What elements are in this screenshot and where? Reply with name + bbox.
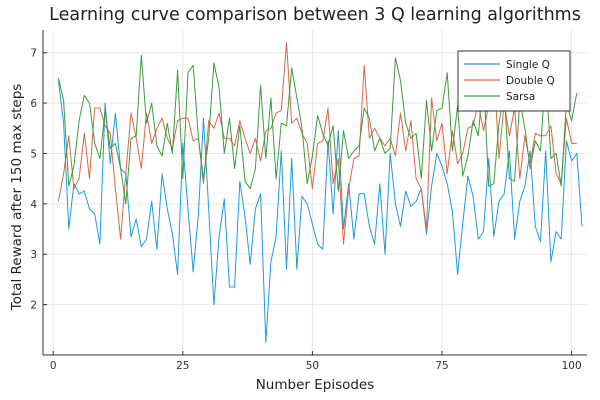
- series-line-single-q: [57, 80, 583, 343]
- legend-label-single-q: Single Q: [506, 59, 550, 71]
- series-line-sarsa: [57, 54, 578, 205]
- y-tick-label: 6: [30, 98, 37, 110]
- y-tick-label: 3: [30, 249, 37, 261]
- y-tick-label: 4: [30, 199, 37, 211]
- legend-box: [457, 50, 571, 112]
- y-tick-label: 7: [30, 48, 37, 60]
- legend: Single Q Double Q Sarsa: [457, 50, 571, 112]
- axes: [42, 30, 587, 356]
- y-tick-label: 2: [30, 300, 37, 312]
- x-tick-label: 25: [176, 360, 189, 372]
- legend-label-double-q: Double Q: [506, 75, 555, 87]
- chart-title: Learning curve comparison between 3 Q le…: [49, 5, 581, 25]
- tick-labels: 0 25 50 75 100 2 3 4 5 6 7: [30, 48, 581, 372]
- y-axis-label: Total Reward after 150 max steps: [9, 84, 25, 312]
- x-axis-label: Number Episodes: [256, 377, 375, 393]
- x-tick-label: 75: [435, 360, 448, 372]
- x-tick-label: 50: [306, 360, 319, 372]
- legend-label-sarsa: Sarsa: [506, 91, 535, 103]
- y-tick-label: 5: [30, 148, 37, 160]
- x-tick-label: 100: [562, 360, 582, 372]
- x-tick-label: 0: [50, 360, 57, 372]
